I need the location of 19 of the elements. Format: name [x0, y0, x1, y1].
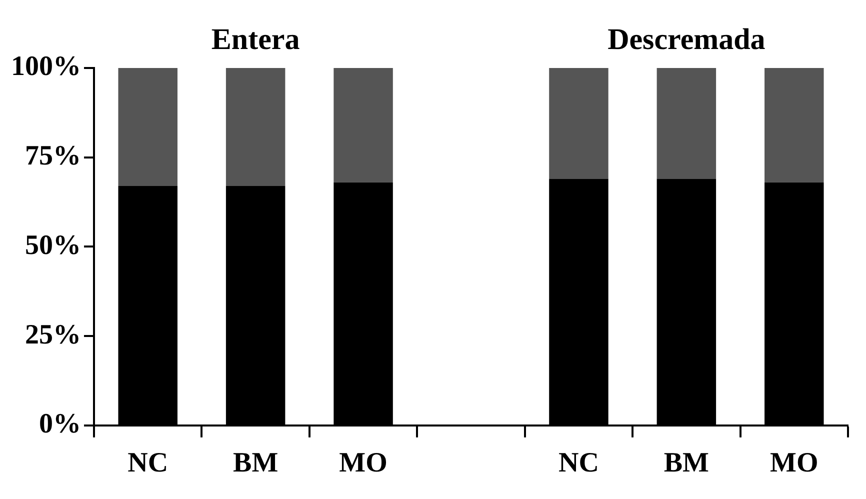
x-tick-label: NC — [558, 447, 599, 478]
y-tick-label: 25% — [25, 319, 81, 350]
x-tick-label: MO — [770, 447, 818, 478]
text: Entera — [211, 22, 300, 56]
x-tick-label: MO — [339, 447, 388, 478]
bar — [226, 68, 286, 186]
bar — [656, 68, 716, 179]
x-tick-label: NC — [128, 447, 168, 478]
text: Descremada — [608, 22, 766, 56]
y-tick-label: 50% — [25, 230, 81, 261]
bar — [549, 68, 608, 179]
bar — [118, 68, 178, 186]
y-tick-label: 75% — [25, 140, 81, 172]
bar — [334, 68, 393, 182]
y-tick-label: 0% — [39, 408, 81, 440]
x-tick-label: BM — [233, 447, 278, 478]
bar — [764, 68, 824, 182]
y-tick-label: 100% — [11, 51, 81, 82]
x-tick-label: BM — [664, 447, 709, 478]
